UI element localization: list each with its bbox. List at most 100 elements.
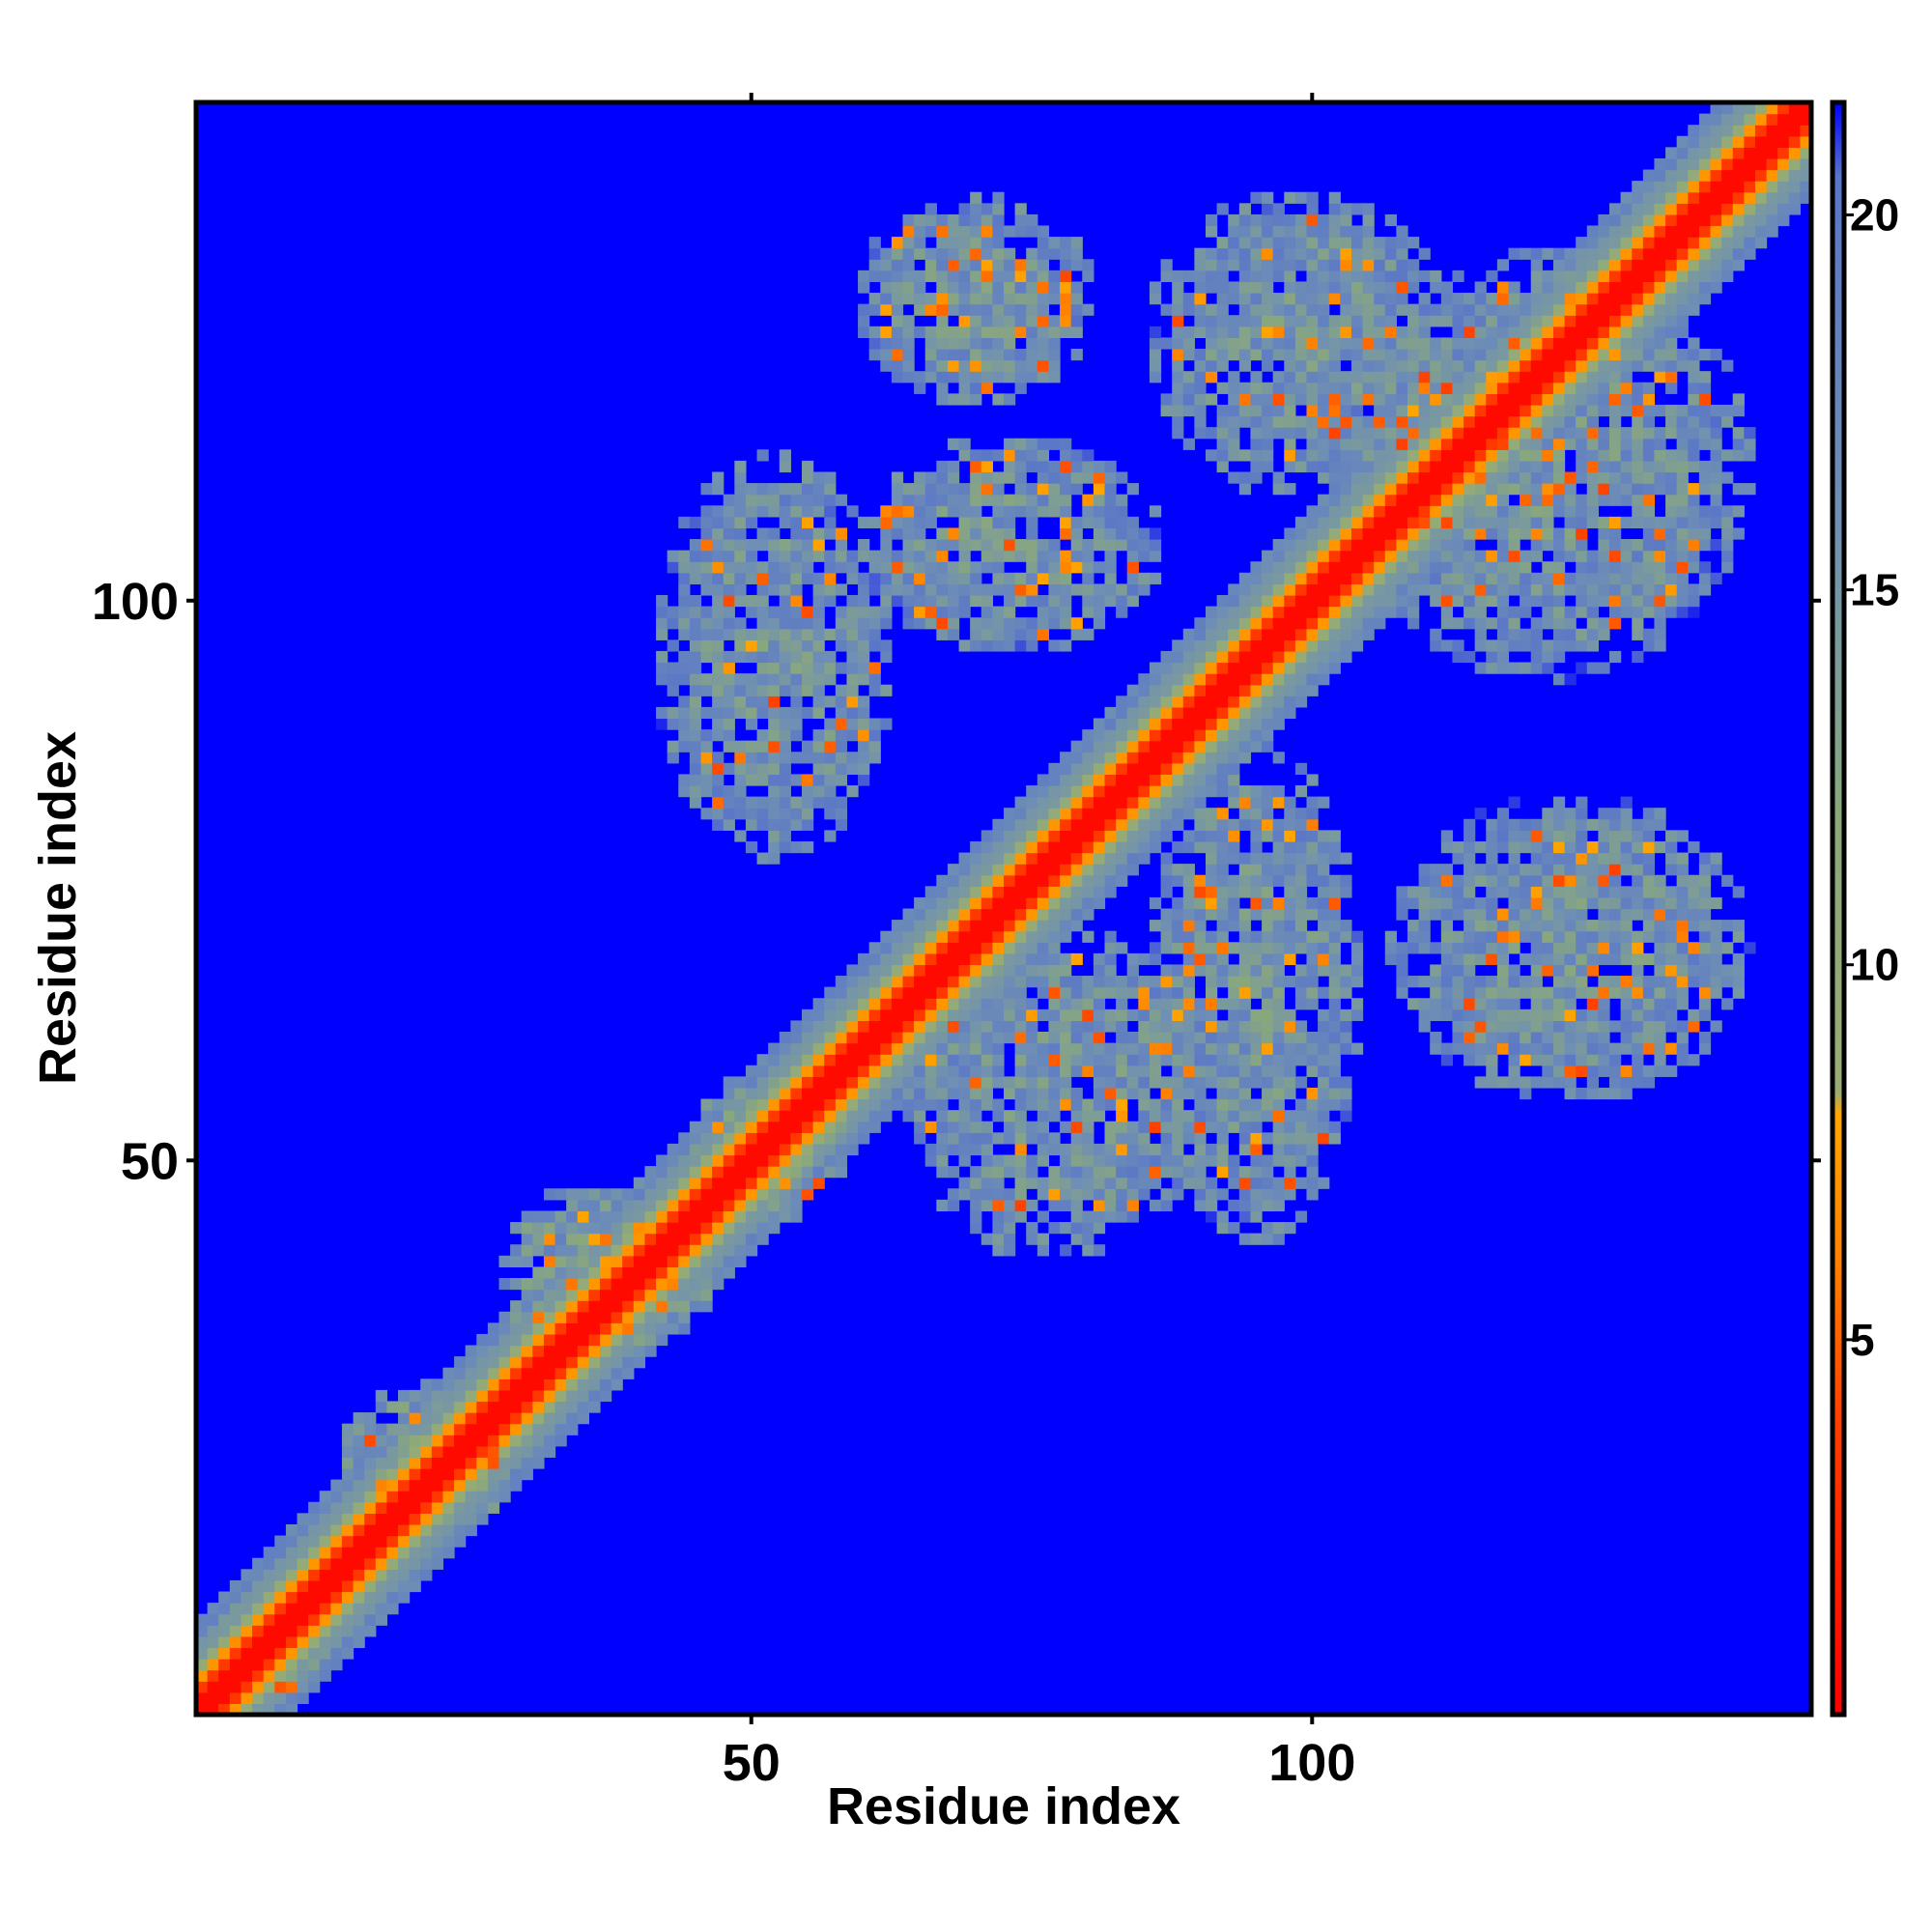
heatmap-cell bbox=[1126, 852, 1139, 865]
heatmap-cell bbox=[1440, 886, 1454, 898]
heatmap-cell bbox=[1138, 774, 1151, 786]
heatmap-cell bbox=[1463, 886, 1476, 898]
heatmap-cell bbox=[1194, 886, 1207, 898]
heatmap-cell bbox=[1116, 1098, 1128, 1111]
heatmap-cell bbox=[1542, 952, 1554, 966]
heatmap-cell bbox=[398, 1513, 411, 1525]
heatmap-cell bbox=[936, 617, 949, 630]
heatmap-cell bbox=[723, 696, 735, 708]
heatmap-cell bbox=[768, 740, 781, 753]
heatmap-cell bbox=[1710, 415, 1722, 428]
heatmap-cell bbox=[835, 550, 848, 562]
heatmap-cell bbox=[1508, 796, 1520, 809]
heatmap-cell bbox=[1552, 998, 1566, 1010]
heatmap-cell bbox=[487, 1412, 500, 1425]
heatmap-cell bbox=[689, 594, 702, 608]
heatmap-cell bbox=[386, 1579, 399, 1593]
heatmap-cell bbox=[756, 505, 769, 518]
heatmap-cell bbox=[902, 494, 915, 506]
heatmap-cell bbox=[375, 1569, 387, 1581]
heatmap-cell bbox=[1216, 852, 1229, 865]
heatmap-cell bbox=[1374, 539, 1386, 552]
heatmap-cell bbox=[1228, 684, 1240, 696]
heatmap-cell bbox=[1407, 539, 1420, 552]
heatmap-cell bbox=[1194, 1020, 1207, 1033]
heatmap-cell bbox=[1350, 583, 1364, 596]
heatmap-cell bbox=[274, 1635, 287, 1649]
heatmap-cell bbox=[835, 583, 848, 596]
heatmap-cell bbox=[1452, 942, 1464, 954]
heatmap-cell bbox=[779, 1042, 791, 1055]
heatmap-cell bbox=[980, 1098, 993, 1111]
heatmap-cell bbox=[1272, 639, 1285, 652]
heatmap-cell bbox=[835, 1087, 848, 1100]
heatmap-cell bbox=[902, 606, 915, 618]
heatmap-cell bbox=[1060, 438, 1072, 450]
heatmap-cell bbox=[308, 1569, 321, 1581]
heatmap-cell bbox=[1262, 740, 1274, 753]
heatmap-cell bbox=[622, 1233, 635, 1245]
heatmap-cell bbox=[1138, 1098, 1151, 1111]
heatmap-cell bbox=[947, 864, 960, 876]
heatmap-cell bbox=[1654, 930, 1666, 943]
heatmap-cell bbox=[880, 684, 893, 696]
heatmap-cell bbox=[1452, 1042, 1464, 1055]
heatmap-cell bbox=[1552, 986, 1566, 999]
heatmap-cell bbox=[1430, 550, 1442, 562]
heatmap-cell bbox=[768, 1042, 781, 1055]
heatmap-cell bbox=[891, 1054, 904, 1066]
heatmap-cell bbox=[1430, 516, 1442, 529]
heatmap-cell bbox=[1564, 505, 1577, 518]
heatmap-cell bbox=[1048, 1054, 1061, 1066]
heatmap-cell bbox=[734, 1244, 747, 1257]
heatmap-cell bbox=[1732, 527, 1745, 540]
heatmap-cell bbox=[1642, 561, 1656, 574]
heatmap-cell bbox=[229, 1603, 242, 1615]
heatmap-cell bbox=[678, 1289, 691, 1301]
heatmap-cell bbox=[1182, 1177, 1195, 1189]
heatmap-cell bbox=[308, 1535, 321, 1548]
heatmap-cell bbox=[1654, 920, 1666, 932]
heatmap-cell bbox=[1294, 964, 1308, 977]
heatmap-cell bbox=[510, 1435, 523, 1447]
heatmap-cell bbox=[1486, 1054, 1498, 1066]
heatmap-cell bbox=[1082, 986, 1094, 999]
heatmap-cell bbox=[924, 494, 937, 506]
heatmap-cell bbox=[1048, 896, 1061, 910]
heatmap-cell bbox=[1160, 986, 1173, 999]
heatmap-cell bbox=[667, 673, 679, 686]
heatmap-cell bbox=[914, 1110, 926, 1122]
heatmap-cell bbox=[566, 1199, 579, 1212]
heatmap-cell bbox=[1654, 886, 1666, 898]
heatmap-cell bbox=[970, 594, 982, 608]
heatmap-cell bbox=[1172, 696, 1184, 708]
heatmap-cell bbox=[1206, 393, 1218, 406]
heatmap-cell bbox=[802, 673, 814, 686]
heatmap-cell bbox=[1048, 1076, 1061, 1089]
heatmap-cell bbox=[1026, 1020, 1038, 1033]
heatmap-cell bbox=[1138, 852, 1151, 865]
heatmap-cell bbox=[375, 1603, 387, 1615]
heatmap-cell bbox=[577, 1266, 589, 1279]
heatmap-cell bbox=[611, 1367, 623, 1379]
heatmap-cell bbox=[689, 1166, 702, 1179]
heatmap-cell bbox=[700, 1110, 713, 1122]
heatmap-cell bbox=[1250, 1132, 1263, 1145]
heatmap-cell bbox=[442, 1457, 455, 1469]
heatmap-cell bbox=[992, 471, 1005, 484]
heatmap-cell bbox=[1206, 729, 1218, 742]
heatmap-cell bbox=[1306, 527, 1319, 540]
heatmap-cell bbox=[1598, 662, 1610, 674]
heatmap-cell bbox=[835, 1065, 848, 1077]
heatmap-cell bbox=[1396, 896, 1408, 910]
heatmap-cell bbox=[1060, 1087, 1072, 1100]
heatmap-cell bbox=[431, 1389, 444, 1403]
heatmap-cell bbox=[1698, 572, 1712, 584]
heatmap-cell bbox=[1374, 550, 1386, 562]
heatmap-cell bbox=[1620, 404, 1633, 417]
heatmap-cell bbox=[600, 1300, 612, 1313]
heatmap-cell bbox=[1306, 673, 1319, 686]
heatmap-cell bbox=[1116, 1087, 1128, 1100]
heatmap-cell bbox=[1250, 840, 1263, 854]
heatmap-cell bbox=[745, 516, 758, 529]
